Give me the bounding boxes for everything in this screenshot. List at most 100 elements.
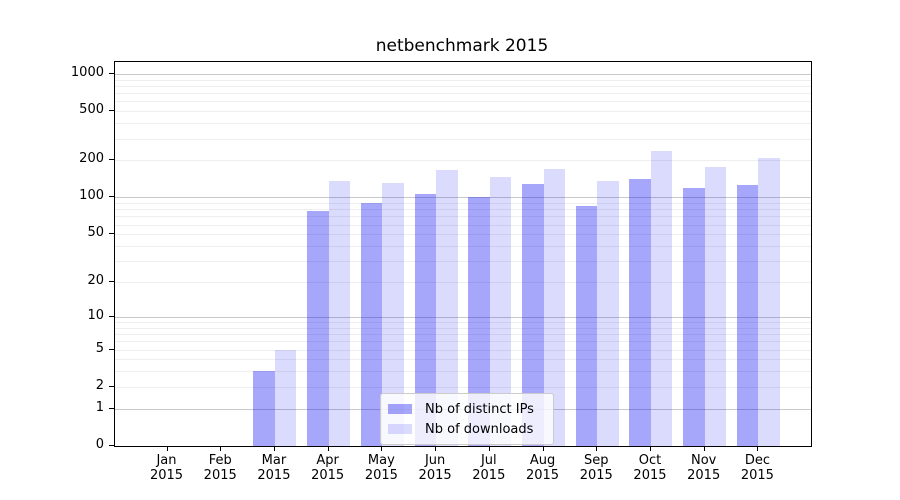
gridline <box>115 322 811 323</box>
bar-distinct-ips <box>736 184 759 446</box>
legend-label-downloads: Nb of downloads <box>425 421 534 437</box>
x-tick-mark <box>435 446 437 451</box>
gridline <box>115 93 811 95</box>
bar-downloads <box>436 170 458 446</box>
gridline <box>115 282 811 284</box>
x-tick-label: Mar 2015 <box>257 453 291 483</box>
y-tick-mark <box>109 159 114 161</box>
legend: Nb of distinct IPs Nb of downloads <box>380 393 554 445</box>
gridline <box>115 341 811 343</box>
gridline <box>115 111 811 113</box>
y-tick-mark <box>109 196 114 198</box>
y-tick-mark <box>109 281 114 283</box>
legend-swatch-distinct-ips <box>388 404 412 414</box>
x-tick-label: Jul 2015 <box>472 453 506 483</box>
gridline <box>115 203 811 205</box>
gridline <box>115 334 811 336</box>
y-tick-label: 200 <box>79 151 104 167</box>
bar-downloads <box>382 183 404 446</box>
x-tick-mark <box>757 446 759 451</box>
y-tick-label: 5 <box>95 340 104 356</box>
gridline <box>115 197 811 199</box>
bar-downloads <box>650 151 673 446</box>
y-tick-mark <box>109 407 114 409</box>
x-tick-mark <box>327 446 329 451</box>
legend-item-downloads: Nb of downloads <box>381 419 553 439</box>
y-tick-mark <box>109 385 114 387</box>
gridline <box>115 349 811 351</box>
y-tick-label: 1000 <box>70 64 104 80</box>
bar-downloads <box>543 169 566 446</box>
y-tick-label: 0 <box>95 437 104 452</box>
x-tick-label: Aug 2015 <box>525 453 560 483</box>
y-tick-label: 20 <box>87 273 104 289</box>
gridline <box>115 234 811 236</box>
x-tick-mark <box>488 446 490 451</box>
bar-distinct-ips <box>468 196 490 446</box>
x-tick-label: Apr 2015 <box>311 453 345 483</box>
x-tick-mark <box>703 446 705 451</box>
y-tick-label: 1 <box>95 399 104 415</box>
bar-downloads <box>758 157 780 446</box>
x-tick-label: Oct 2015 <box>633 453 667 483</box>
x-tick-label: Nov 2015 <box>687 453 721 483</box>
x-tick-mark <box>649 446 651 451</box>
x-tick-label: Jun 2015 <box>418 453 452 483</box>
x-tick-label: Jan 2015 <box>149 453 184 483</box>
x-tick-mark <box>596 446 598 451</box>
y-tick-label: 2 <box>95 377 104 393</box>
x-tick-label: Dec 2015 <box>740 453 774 483</box>
gridline <box>115 209 811 211</box>
bar-distinct-ips <box>360 202 383 446</box>
bar-downloads <box>597 181 619 446</box>
bar-downloads <box>704 166 727 446</box>
gridline <box>115 160 811 162</box>
y-tick-label: 50 <box>87 225 104 241</box>
x-tick-mark <box>273 446 275 451</box>
y-tick-mark <box>109 233 114 235</box>
bar-distinct-ips <box>307 210 329 446</box>
legend-item-distinct-ips: Nb of distinct IPs <box>381 399 553 419</box>
x-tick-label: Feb 2015 <box>203 453 237 483</box>
gridline <box>115 316 811 318</box>
gridline <box>115 224 811 226</box>
y-tick-mark <box>109 72 114 74</box>
gridline <box>115 79 811 81</box>
x-tick-mark <box>220 446 222 451</box>
bar-distinct-ips <box>683 188 705 446</box>
y-tick-label: 10 <box>87 307 104 323</box>
bar-distinct-ips <box>629 179 651 446</box>
gridline <box>115 386 811 388</box>
y-tick-label: 100 <box>79 188 104 204</box>
gridline <box>115 327 811 329</box>
legend-label-distinct-ips: Nb of distinct IPs <box>425 401 534 417</box>
bar-downloads <box>328 180 351 446</box>
y-tick-mark <box>109 348 114 350</box>
y-tick-mark <box>109 110 114 112</box>
bar-distinct-ips <box>575 205 598 446</box>
bar-distinct-ips <box>253 371 275 446</box>
y-tick-label: 500 <box>79 102 104 118</box>
gridline <box>115 216 811 218</box>
gridline <box>115 138 811 140</box>
gridline <box>115 371 811 373</box>
x-tick-label: May 2015 <box>364 453 398 483</box>
gridline <box>115 85 811 87</box>
x-tick-mark <box>542 446 544 451</box>
bar-downloads <box>489 176 512 446</box>
x-tick-mark <box>166 446 168 451</box>
x-tick-mark <box>381 446 383 451</box>
y-tick-mark <box>109 315 114 317</box>
plot-area: Nb of distinct IPs Nb of downloads <box>114 61 812 447</box>
bar-distinct-ips <box>414 193 437 446</box>
legend-swatch-downloads <box>388 424 412 434</box>
gridline <box>115 101 811 103</box>
gridline <box>115 261 811 263</box>
gridline <box>115 359 811 361</box>
gridline <box>115 123 811 125</box>
bar-distinct-ips <box>522 184 544 446</box>
bar-downloads <box>274 349 297 446</box>
gridline <box>115 246 811 248</box>
gridline <box>115 73 811 75</box>
